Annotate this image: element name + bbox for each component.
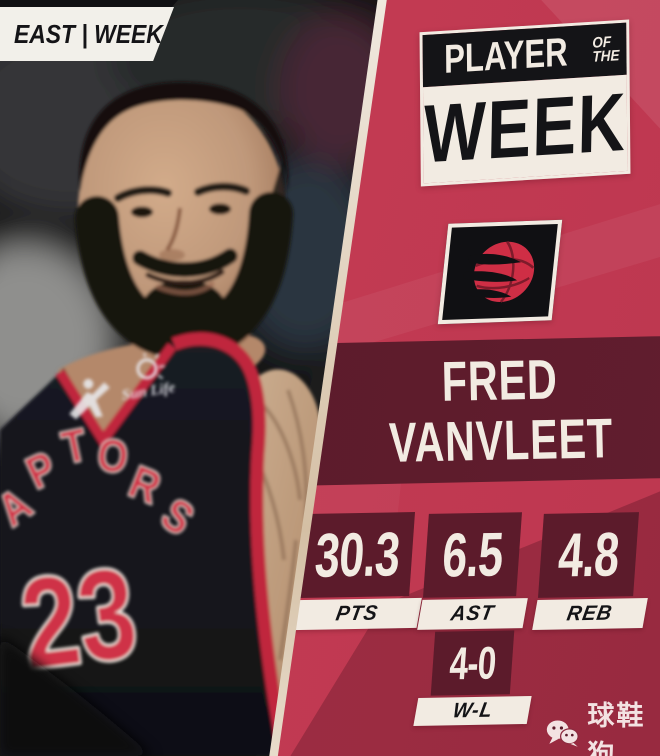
east-week-badge-label: EAST | WEEK 12	[14, 18, 195, 49]
stat-column-pts: 30.3 PTS	[292, 512, 422, 631]
potw-week-bar: WEEK	[422, 74, 628, 184]
stat-value-box: 4.8	[537, 512, 640, 598]
potw-ofthe-text: OF THE	[592, 34, 622, 66]
raptors-claw-basketball-icon	[463, 240, 535, 303]
record-value: 4-0	[447, 636, 498, 690]
stat-label-bar: REB	[532, 598, 648, 630]
stat-value-box: 6.5	[422, 512, 523, 598]
stat-label-bar: PTS	[292, 597, 422, 631]
stat-label: REB	[565, 601, 615, 626]
stat-value-box: 30.3	[298, 512, 416, 598]
stat-column-reb: 4.8 REB	[532, 512, 648, 630]
jumpman-logo	[69, 378, 110, 420]
player-first-name: FRED	[440, 347, 558, 413]
player-last-name: VANVLEET	[388, 406, 614, 474]
stat-column-ast: 6.5 AST	[417, 512, 528, 630]
record-label-bar: W-L	[413, 696, 532, 726]
stat-value: 6.5	[440, 519, 505, 591]
east-week-badge: EAST | WEEK 12	[0, 7, 174, 61]
record-value-box: 4-0	[430, 630, 515, 696]
record-column: 4-0 W-L	[413, 630, 532, 726]
player-portrait	[0, 82, 323, 756]
badge-top-strip	[0, 0, 178, 8]
jersey-number: 23	[13, 540, 144, 696]
potw-player-text: PLAYER	[444, 29, 569, 82]
stat-label: AST	[449, 601, 497, 626]
stat-value: 30.3	[312, 519, 402, 591]
stat-value: 4.8	[556, 519, 621, 591]
stat-label: PTS	[334, 601, 381, 626]
record-label: W-L	[450, 698, 495, 723]
wechat-icon	[546, 720, 579, 747]
stat-label-bar: AST	[417, 598, 528, 630]
potw-lockup: PLAYER OF THE WEEK	[419, 19, 631, 187]
potw-the: THE	[592, 47, 620, 66]
potw-week-text: WEEK	[422, 76, 628, 181]
watermark-text: 球鞋狗	[587, 701, 646, 756]
svg-text:O: O	[95, 429, 131, 484]
watermark: 球鞋狗	[546, 694, 660, 756]
raptors-logo-tile	[437, 219, 563, 325]
